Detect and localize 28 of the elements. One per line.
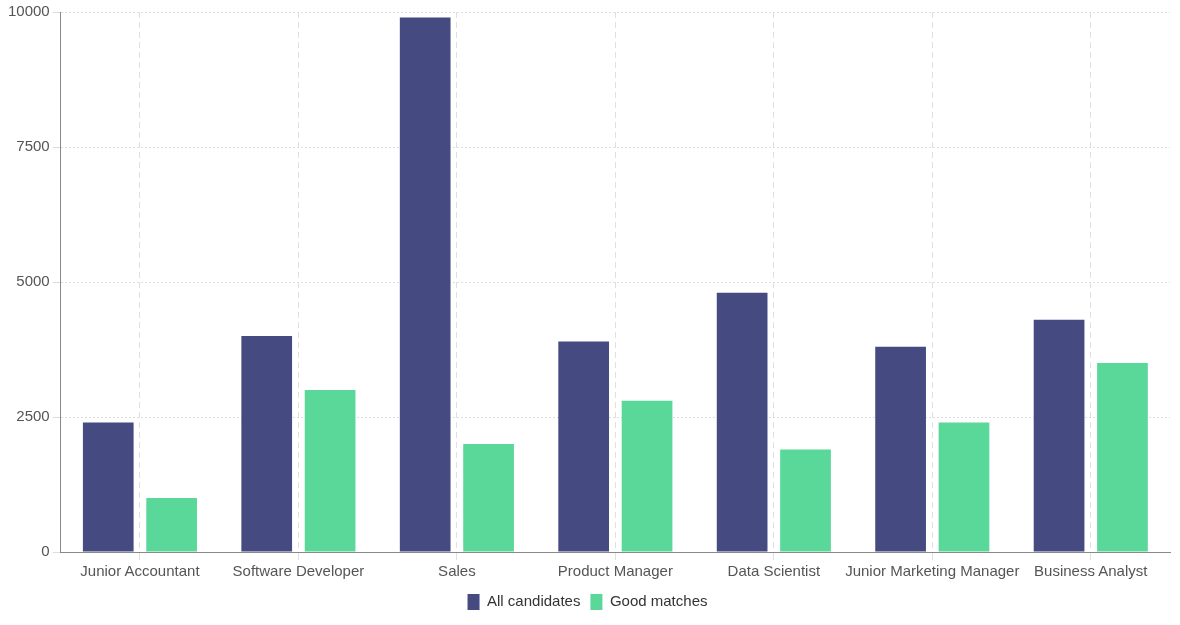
y-tick-label: 7500 xyxy=(16,137,50,155)
legend-label: All candidates xyxy=(487,592,581,610)
x-tick-label: Junior Marketing Manager xyxy=(845,562,1020,580)
y-tick-label: 2500 xyxy=(16,407,50,425)
bar xyxy=(304,390,356,552)
bar xyxy=(938,422,990,552)
x-tick-label: Software Developer xyxy=(232,562,365,580)
bar xyxy=(558,341,610,552)
x-tick-label: Sales xyxy=(438,562,476,580)
legend-label: Good matches xyxy=(609,592,708,610)
y-tick-label: 0 xyxy=(41,542,50,560)
y-tick-label: 10000 xyxy=(7,2,50,20)
bar xyxy=(463,444,514,552)
bar xyxy=(621,400,673,552)
y-tick-label: 5000 xyxy=(16,272,50,290)
bar xyxy=(82,422,134,552)
x-tick-label: Product Manager xyxy=(557,562,673,580)
bar xyxy=(780,449,831,552)
bar xyxy=(146,498,197,552)
bar xyxy=(875,346,926,552)
x-tick-label: Data Scientist xyxy=(727,562,821,580)
bar xyxy=(399,17,451,552)
x-tick-label: Junior Accountant xyxy=(80,562,201,580)
x-tick-label: Business Analyst xyxy=(1034,562,1149,580)
bar xyxy=(1033,319,1085,552)
bar xyxy=(1097,363,1148,552)
bar xyxy=(241,336,293,552)
bar xyxy=(716,292,768,552)
